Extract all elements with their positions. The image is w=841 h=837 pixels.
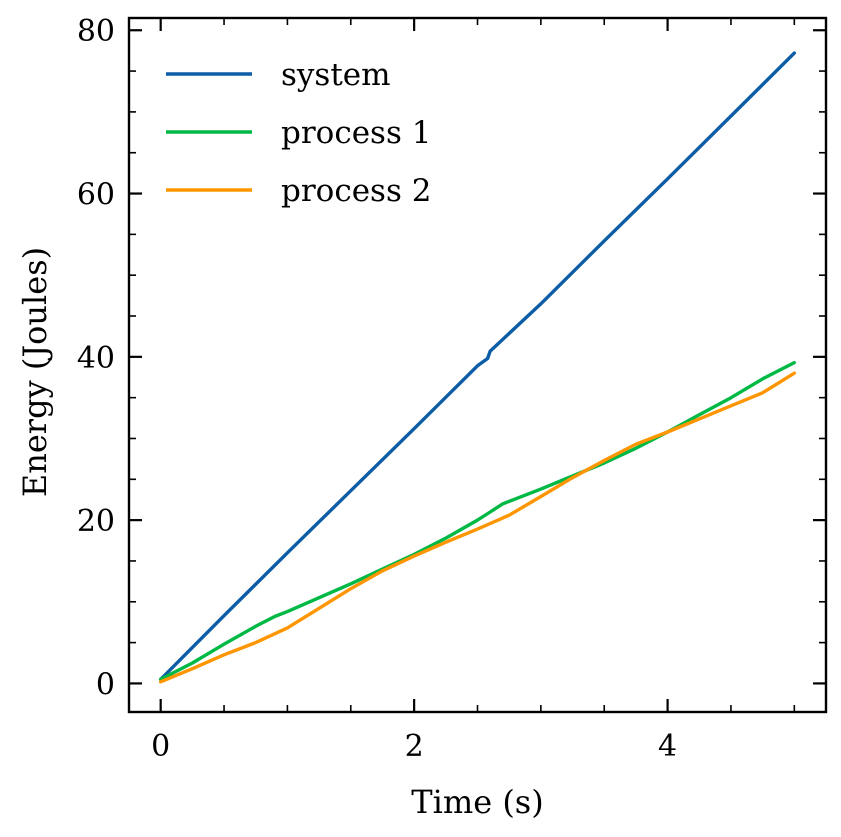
legend-label: process 2 [281, 173, 431, 209]
legend-label: system [281, 57, 391, 93]
x-tick-label: 0 [151, 729, 170, 764]
legend-label: process 1 [281, 115, 431, 151]
x-tick-label: 4 [658, 729, 677, 764]
series-line-process-2 [158, 371, 796, 684]
x-tick-label: 2 [405, 729, 424, 764]
plot-frame [127, 16, 828, 714]
y-axis-label: Energy (Joules) [16, 247, 54, 497]
plot-lines [158, 51, 796, 684]
x-axis-label: Time (s) [411, 783, 543, 821]
legend: system process 1 process 2 [166, 57, 431, 209]
series-line-system [158, 51, 796, 681]
y-tick-label: 60 [77, 178, 115, 213]
y-tick-label: 20 [77, 504, 115, 539]
y-tick-label: 40 [77, 341, 115, 376]
y-tick-label: 0 [96, 667, 115, 702]
y-tick-label: 80 [77, 14, 115, 49]
